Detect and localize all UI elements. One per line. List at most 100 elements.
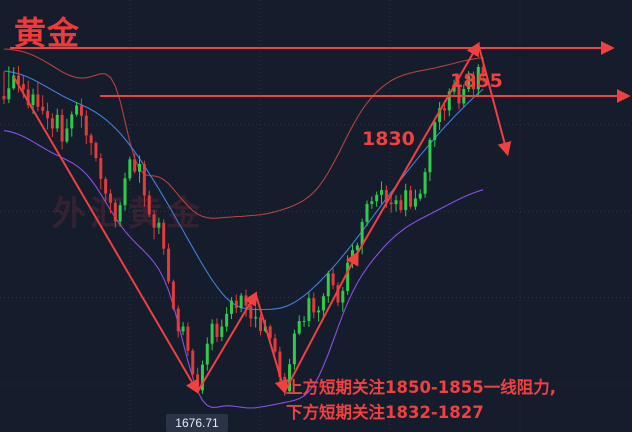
- candle-body-86: [418, 193, 422, 199]
- candle-body-55: [268, 326, 272, 339]
- candle-body-79: [384, 190, 388, 203]
- candle-body-11: [55, 114, 59, 129]
- candle-body-87: [423, 172, 427, 194]
- candle-body-43: [210, 323, 214, 344]
- trend-segment-1: [196, 291, 258, 393]
- candle-body-12: [60, 114, 64, 142]
- level-label-1855: 1855: [450, 70, 503, 92]
- candle-body-51: [249, 305, 253, 319]
- candle-body-77: [375, 194, 379, 202]
- candle-body-74: [360, 221, 364, 246]
- watermark: 外汇黄金: [52, 194, 204, 234]
- candle-body-38: [186, 326, 190, 351]
- candle-body-32: [157, 222, 161, 228]
- candle-body-34: [167, 248, 171, 282]
- candle-body-97: [471, 76, 475, 90]
- candle-body-35: [171, 281, 175, 309]
- candle-body-27: [133, 159, 137, 172]
- trend-segment-0: [12, 76, 200, 395]
- candle-body-18: [89, 135, 93, 144]
- candle-body-92: [447, 91, 451, 111]
- candle-body-46: [225, 313, 229, 327]
- candle-body-96: [467, 76, 471, 90]
- candle-body-67: [326, 273, 330, 297]
- candle-body-59: [288, 364, 292, 392]
- candle-body-98: [476, 67, 480, 90]
- candle-body-50: [244, 295, 248, 306]
- candle-body-61: [297, 321, 301, 334]
- candle-body-93: [452, 85, 456, 92]
- candle-body-0: [2, 96, 6, 100]
- candle-body-83: [404, 190, 408, 211]
- candle-body-60: [292, 333, 296, 365]
- candle-body-16: [79, 105, 83, 116]
- bollinger-upper-line: [3, 48, 484, 219]
- candle-body-94: [457, 85, 461, 104]
- candle-body-88: [428, 139, 432, 173]
- candlesticks: [2, 57, 485, 396]
- candle-body-5: [26, 89, 30, 106]
- candle-body-31: [152, 214, 156, 228]
- candle-body-29: [142, 163, 146, 196]
- candle-body-65: [317, 310, 321, 313]
- candle-body-25: [123, 178, 127, 206]
- candle-body-89: [433, 122, 437, 140]
- candle-body-33: [162, 222, 166, 249]
- candle-body-62: [302, 321, 306, 323]
- candle-body-6: [31, 94, 35, 106]
- candle-body-76: [370, 201, 374, 204]
- candle-body-75: [365, 203, 369, 222]
- candle-body-26: [128, 159, 132, 179]
- candle-body-20: [99, 158, 103, 179]
- low-price-tag: 1676.71: [166, 414, 228, 432]
- candle-body-53: [259, 317, 263, 332]
- candle-body-24: [118, 205, 122, 222]
- candle-body-82: [399, 200, 403, 211]
- trend-segment-3: [283, 250, 359, 393]
- candle-body-19: [94, 143, 98, 159]
- candle-body-90: [438, 108, 442, 123]
- candle-body-22: [108, 193, 112, 203]
- candle-body-48: [234, 300, 238, 308]
- bollinger-mid-line: [3, 70, 484, 311]
- chart-title: 黄金: [14, 14, 81, 52]
- candle-body-71: [346, 262, 350, 291]
- annotation-lines: [10, 41, 631, 395]
- candle-body-64: [312, 298, 316, 313]
- candle-body-99: [481, 67, 485, 74]
- candle-body-14: [70, 114, 74, 129]
- candle-body-8: [41, 106, 45, 111]
- candle-body-15: [75, 105, 79, 115]
- candle-body-23: [113, 202, 117, 222]
- candle-body-73: [355, 245, 359, 251]
- candle-body-66: [321, 296, 325, 311]
- candle-body-47: [229, 300, 233, 314]
- bollinger-lower-line: [3, 130, 484, 409]
- candle-body-52: [254, 317, 258, 319]
- candle-body-42: [205, 343, 209, 365]
- candle-body-39: [191, 350, 195, 375]
- trend-segment-4: [356, 41, 480, 254]
- candle-body-80: [389, 202, 393, 205]
- candle-body-36: [176, 308, 180, 332]
- candle-body-78: [380, 190, 384, 195]
- candle-body-17: [84, 115, 88, 136]
- candle-body-57: [278, 351, 282, 377]
- candle-body-41: [200, 364, 204, 391]
- candle-body-85: [413, 198, 417, 207]
- annotation-line-2: 下方短期关注1832-1827: [286, 403, 484, 422]
- candle-body-56: [273, 338, 277, 352]
- candle-body-69: [336, 285, 340, 303]
- candle-body-91: [442, 108, 446, 111]
- candle-body-10: [50, 118, 54, 129]
- candle-body-49: [239, 295, 243, 308]
- candle-body-2: [12, 75, 16, 89]
- candle-body-81: [394, 200, 398, 205]
- candle-body-30: [147, 195, 151, 215]
- candle-body-3: [17, 75, 21, 85]
- candle-body-9: [46, 110, 50, 119]
- trend-segment-5: [477, 43, 512, 157]
